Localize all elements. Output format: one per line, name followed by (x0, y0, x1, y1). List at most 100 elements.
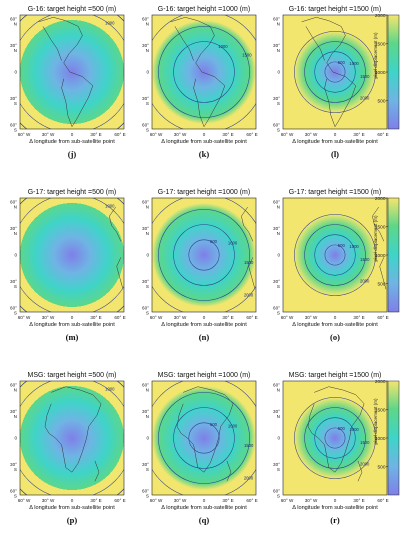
panel-frame (151, 380, 257, 496)
x-axis-label: Δ longitude from sub-satellite point (292, 505, 378, 511)
y-tick-label: N (14, 388, 17, 393)
x-tick-label: 30° W (305, 315, 318, 320)
panel-q: 500 1000 1500 2000 MSG: target height =1000 … (142, 372, 258, 525)
x-tick-label: 0 (203, 132, 206, 137)
y-tick-label: N (146, 22, 149, 27)
x-axis-label: Δ longitude from sub-satellite point (292, 139, 378, 145)
contour-label: 2000 (360, 462, 370, 467)
x-tick-label: 60° W (18, 498, 31, 503)
x-tick-label: 30° E (90, 498, 101, 503)
colorbar-tick-label: 1500 (375, 42, 386, 48)
coastline (248, 257, 256, 290)
x-tick-label: 0 (71, 315, 74, 320)
y-tick-label: N (277, 388, 280, 393)
y-tick-label: S (277, 284, 280, 289)
y-tick-label: 60° (142, 489, 149, 494)
coastline (174, 26, 194, 61)
coastline (44, 386, 102, 473)
y-tick-label: 30° (10, 226, 17, 231)
x-axis-label: Δ longitude from sub-satellite point (292, 322, 378, 328)
panel-title: G-17: target height =1000 (m) (158, 189, 250, 196)
x-tick-label: 0 (334, 315, 337, 320)
x-tick-label: 30° W (42, 315, 55, 320)
x-tick-label: 60° W (281, 132, 294, 137)
contour-label: 500 (338, 426, 346, 431)
colorbar-gradient (387, 380, 400, 496)
panel-title: G-17: target height =1500 (m) (289, 189, 381, 196)
x-tick-label: 0 (71, 132, 74, 137)
y-tick-label: S (277, 101, 280, 106)
heatmap-field (20, 15, 124, 129)
colorbar-tick-label: 500 (377, 282, 385, 288)
y-tick-label: 30° (10, 409, 17, 414)
heatmap-field (283, 15, 387, 129)
y-tick-label: 0 (277, 253, 280, 258)
x-tick-label: 30° E (353, 132, 364, 137)
contour-label: 2000 (139, 83, 149, 88)
x-axis-label: Δ longitude from sub-satellite point (29, 322, 115, 328)
panel-letter: (n) (199, 332, 210, 342)
contour-1000 (173, 224, 235, 286)
heatmap-field (283, 198, 387, 312)
y-tick-label: 60° (10, 123, 17, 128)
y-tick-label: N (277, 22, 280, 27)
x-axis-label: Δ longitude from sub-satellite point (161, 505, 247, 511)
y-tick-label: 60° (273, 200, 280, 205)
x-tick-label: 0 (203, 315, 206, 320)
x-tick-label: 60° E (114, 315, 125, 320)
x-tick-label: 30° E (222, 315, 233, 320)
contour-label: 1000 (105, 386, 115, 391)
contour-1000 (314, 234, 356, 276)
x-tick-label: 60° E (246, 132, 257, 137)
contour-label: 1000 (228, 424, 238, 429)
y-tick-label: 60° (273, 489, 280, 494)
y-tick-label: 60° (10, 489, 17, 494)
y-tick-label: S (14, 494, 17, 499)
coastline (301, 17, 357, 127)
y-tick-label: 30° (273, 96, 280, 101)
colorbar-gradient (387, 14, 400, 130)
contour-label: 1000 (349, 427, 359, 432)
y-tick-label: S (146, 284, 149, 289)
panel-title: MSG: target height =500 (m) (28, 372, 117, 379)
y-tick-label: 60° (273, 306, 280, 311)
y-tick-label: N (146, 205, 149, 210)
panel-k: 1000 1500 2000 G-16: target height =1000 (m… (142, 6, 258, 159)
panel-frame (151, 14, 257, 130)
panel-frame (151, 197, 257, 313)
contour-1500 (304, 407, 366, 469)
y-tick-label: S (277, 467, 280, 472)
y-tick-label: 30° (273, 43, 280, 48)
y-tick-label: S (14, 101, 17, 106)
y-tick-label: S (146, 128, 149, 133)
x-tick-label: 30° W (42, 132, 55, 137)
contour-1500 (304, 224, 366, 286)
x-axis-label: Δ longitude from sub-satellite point (161, 322, 247, 328)
panel-title: MSG: target height =1500 (m) (289, 372, 382, 379)
panel-letter: (o) (330, 332, 340, 342)
colorbar-tick-label: 1000 (375, 70, 386, 76)
panel-letter: (p) (67, 515, 78, 525)
y-tick-label: 30° (10, 43, 17, 48)
panel-letter: (m) (66, 332, 79, 342)
colorbar-tick-label: 1500 (375, 408, 386, 414)
x-tick-label: 60° E (114, 498, 125, 503)
heatmap-field (152, 198, 256, 312)
colorbar-g-16: 500 1000 1500 2000 pixel displacement (m) (373, 13, 400, 130)
y-tick-label: 0 (14, 253, 17, 258)
y-tick-label: 30° (273, 279, 280, 284)
heatmap-field (283, 381, 387, 495)
y-tick-label: 30° (10, 279, 17, 284)
panel-frame (19, 14, 125, 130)
y-tick-label: N (277, 414, 280, 419)
contour-2000 (294, 214, 376, 296)
x-tick-label: 60° W (281, 498, 294, 503)
contour-1000 (314, 51, 356, 93)
x-tick-label: 60° E (377, 132, 388, 137)
contour-label: 2000 (360, 96, 370, 101)
colorbar-tick-label: 500 (377, 465, 385, 471)
